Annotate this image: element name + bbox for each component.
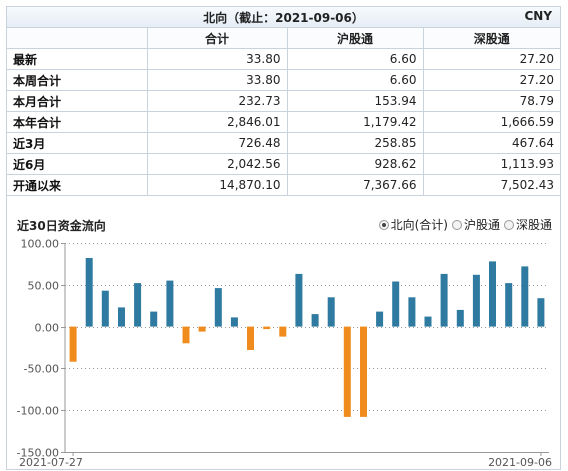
corner-cell bbox=[7, 27, 148, 49]
col-header-sz: 深股通 bbox=[422, 27, 561, 49]
flow-bar bbox=[472, 274, 480, 327]
col-header-sh: 沪股通 bbox=[286, 27, 424, 49]
flow-bar bbox=[134, 283, 142, 327]
northbound-panel: 北向（截止：2021-09-06） CNY 合计 沪股通 深股通 最新 33.80… bbox=[6, 6, 561, 470]
y-tick-label: -100.00 bbox=[17, 405, 59, 418]
flow-bar bbox=[198, 326, 206, 332]
flow-bar bbox=[150, 311, 158, 327]
row-label: 最新 bbox=[7, 48, 148, 70]
table-row: 最新 33.80 6.60 27.20 bbox=[7, 48, 561, 70]
flow-bar bbox=[505, 283, 513, 327]
row-label: 本年合计 bbox=[7, 111, 148, 133]
flow-bar-chart: 100.0050.000.00-50.00-100.00-150.002021-… bbox=[17, 238, 552, 470]
row-value: 7,367.66 bbox=[286, 174, 424, 196]
row-value: 232.73 bbox=[146, 90, 288, 112]
row-label: 近6月 bbox=[7, 153, 148, 175]
flow-bar bbox=[247, 326, 254, 350]
flow-bar bbox=[440, 273, 448, 327]
row-value: 726.48 bbox=[146, 132, 288, 154]
flow-bar bbox=[166, 280, 174, 327]
radio-empty-icon[interactable] bbox=[503, 219, 514, 230]
table-row: 近6月 2,042.56 928.62 1,113.93 bbox=[7, 153, 561, 175]
flow-bar bbox=[101, 290, 109, 327]
table-header: 北向（截止：2021-09-06） CNY bbox=[7, 7, 561, 28]
radio-shenzhen[interactable]: 深股通 bbox=[503, 216, 552, 233]
y-tick-label: -50.00 bbox=[24, 363, 59, 376]
row-value: 78.79 bbox=[422, 90, 561, 112]
row-value: 258.85 bbox=[286, 132, 424, 154]
table-row: 本年合计 2,846.01 1,179.42 1,666.59 bbox=[7, 111, 561, 133]
y-tick-label: -150.00 bbox=[17, 447, 59, 460]
summary-table: 北向（截止：2021-09-06） CNY 合计 沪股通 深股通 最新 33.80… bbox=[7, 7, 561, 196]
row-label: 开通以来 bbox=[7, 174, 148, 196]
row-label: 本月合计 bbox=[7, 90, 148, 112]
y-tick-label: 100.00 bbox=[21, 238, 60, 251]
series-selector: 北向(合计) 沪股通 深股通 bbox=[378, 216, 552, 233]
row-value: 2,042.56 bbox=[146, 153, 288, 175]
row-value: 2,846.01 bbox=[146, 111, 288, 133]
flow-bar bbox=[376, 311, 384, 327]
radio-label: 沪股通 bbox=[463, 218, 500, 232]
radio-label: 深股通 bbox=[515, 218, 552, 232]
row-value: 33.80 bbox=[146, 69, 288, 91]
radio-empty-icon[interactable] bbox=[451, 219, 462, 230]
flow-bar bbox=[408, 297, 416, 327]
row-value: 467.64 bbox=[422, 132, 561, 154]
row-value: 7,502.43 bbox=[422, 174, 561, 196]
table-row: 本周合计 33.80 6.60 27.20 bbox=[7, 69, 561, 91]
flow-bar bbox=[392, 281, 400, 327]
radio-shanghai[interactable]: 沪股通 bbox=[451, 216, 500, 233]
flow-bar bbox=[489, 261, 496, 327]
flow-bar bbox=[182, 326, 190, 344]
row-value: 6.60 bbox=[286, 69, 424, 91]
flow-bar bbox=[521, 266, 529, 327]
row-label: 近3月 bbox=[7, 132, 148, 154]
flow-bar bbox=[230, 317, 238, 327]
flow-bar bbox=[279, 326, 287, 337]
flow-bar bbox=[69, 326, 77, 362]
flow-bar bbox=[456, 309, 464, 327]
row-value: 27.20 bbox=[422, 69, 561, 91]
flow-bar bbox=[85, 258, 93, 327]
radio-selected-icon[interactable] bbox=[378, 219, 389, 230]
flow-bar bbox=[537, 298, 545, 327]
flow-bar bbox=[311, 314, 319, 327]
y-tick-label: 0.00 bbox=[35, 322, 60, 335]
row-value: 33.80 bbox=[146, 48, 288, 70]
column-headers: 合计 沪股通 深股通 bbox=[7, 27, 561, 49]
flow-bar bbox=[343, 326, 351, 417]
table-row: 本月合计 232.73 153.94 78.79 bbox=[7, 90, 561, 112]
table-row: 近3月 726.48 258.85 467.64 bbox=[7, 132, 561, 154]
flow-bar bbox=[214, 288, 222, 327]
radio-label: 北向(合计) bbox=[390, 218, 448, 232]
table-row: 开通以来 14,870.10 7,367.66 7,502.43 bbox=[7, 174, 561, 196]
row-label: 本周合计 bbox=[7, 69, 148, 91]
radio-northbound[interactable]: 北向(合计) bbox=[378, 216, 448, 233]
chart-title: 近30日资金流向 bbox=[17, 219, 106, 233]
flow-bar bbox=[327, 297, 335, 327]
table-body: 最新 33.80 6.60 27.20 本周合计 33.80 6.60 27.20 本月合计 23… bbox=[7, 48, 561, 196]
x-start-label: 2021-07-27 bbox=[19, 456, 83, 469]
row-value: 6.60 bbox=[286, 48, 424, 70]
row-value: 1,179.42 bbox=[286, 111, 424, 133]
col-header-total: 合计 bbox=[146, 27, 288, 49]
header-title: 北向（截止：2021-09-06） bbox=[203, 10, 364, 25]
flow-bar bbox=[424, 316, 432, 327]
row-value: 14,870.10 bbox=[146, 174, 288, 196]
flow-bar bbox=[263, 326, 271, 330]
row-value: 1,113.93 bbox=[422, 153, 561, 175]
flow-bar bbox=[360, 326, 367, 417]
row-value: 1,666.59 bbox=[422, 111, 561, 133]
row-value: 928.62 bbox=[286, 153, 424, 175]
x-end-label: 2021-09-06 bbox=[488, 456, 552, 469]
row-value: 27.20 bbox=[422, 48, 561, 70]
row-value: 153.94 bbox=[286, 90, 424, 112]
y-tick-label: 50.00 bbox=[28, 280, 60, 293]
flow-bar bbox=[118, 307, 125, 327]
flow-bar bbox=[295, 273, 303, 327]
currency-label: CNY bbox=[524, 9, 553, 23]
